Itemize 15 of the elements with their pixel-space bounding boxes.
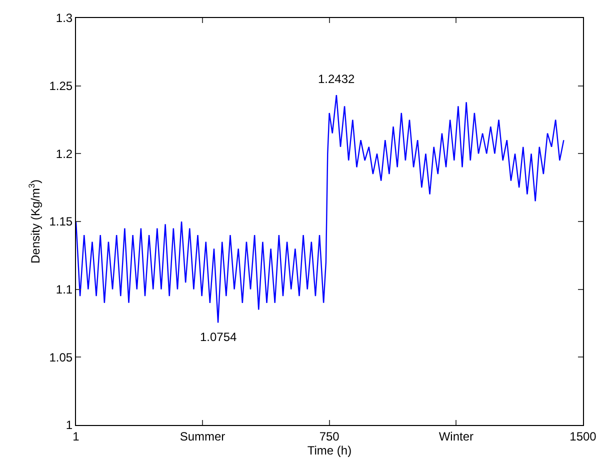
y-tick-label: 1.1 (56, 282, 73, 297)
x-axis-title: Time (h) (307, 443, 352, 458)
x-tick-label: Winter (438, 429, 474, 444)
y-tick-label: 1.25 (49, 79, 73, 94)
y-tick-label: 1.3 (56, 11, 73, 26)
y-tick-label: 1.2 (56, 146, 73, 161)
annotation: 1.0754 (200, 330, 238, 344)
x-tick-label: 1500 (570, 429, 597, 444)
y-tick-label: 1.15 (49, 214, 73, 229)
annotation: 1.2432 (318, 72, 356, 86)
line-series (76, 94, 564, 324)
x-tick-label: Summer (180, 429, 226, 444)
y-tick-label: 1.05 (49, 350, 73, 364)
y-tick-label: 1 (66, 418, 73, 432)
x-tick-label: 750 (319, 429, 340, 444)
